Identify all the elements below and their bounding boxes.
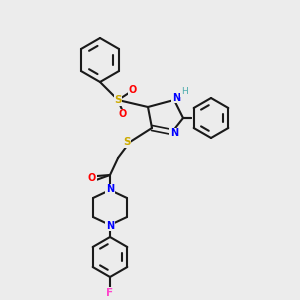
Text: N: N — [170, 128, 178, 138]
Text: N: N — [106, 184, 114, 194]
Text: O: O — [88, 173, 96, 183]
Text: H: H — [181, 88, 188, 97]
Text: F: F — [106, 288, 114, 298]
Text: O: O — [129, 85, 137, 95]
Text: S: S — [123, 137, 131, 147]
Text: S: S — [114, 95, 122, 105]
Text: N: N — [106, 221, 114, 231]
Text: O: O — [119, 109, 127, 119]
Text: N: N — [172, 93, 180, 103]
